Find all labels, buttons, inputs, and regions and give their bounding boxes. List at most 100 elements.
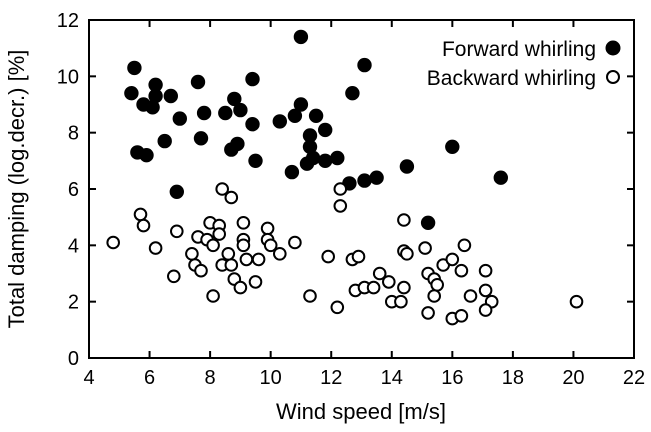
y-axis-title: Total damping (log.decr.) [%] <box>4 50 29 329</box>
forward-whirling-point <box>369 170 384 185</box>
forward-whirling-point <box>318 153 333 169</box>
forward-whirling-point <box>272 114 287 129</box>
x-tick-label: 14 <box>381 367 403 389</box>
forward-whirling-point <box>248 153 263 169</box>
backward-whirling-point <box>239 252 254 267</box>
backward-whirling-point <box>478 303 493 317</box>
backward-whirling-point <box>106 235 120 250</box>
legend-marker-filled-circle <box>605 40 621 56</box>
backward-whirling-point <box>273 247 287 261</box>
backward-whirling-point <box>221 247 236 261</box>
backward-whirling-point <box>430 278 445 292</box>
backward-whirling-point <box>445 252 460 267</box>
backward-whirling-point <box>478 283 493 298</box>
forward-whirling-point <box>445 139 460 155</box>
legend-label: Forward whirling <box>442 38 596 61</box>
backward-whirling-point <box>397 280 411 295</box>
forward-whirling-point <box>172 111 188 126</box>
backward-whirling-point <box>170 224 184 239</box>
backward-whirling-point <box>133 207 148 222</box>
x-tick-label: 6 <box>144 367 155 389</box>
backward-whirling-point <box>421 306 435 320</box>
backward-whirling-point <box>224 258 239 272</box>
backward-whirling-point <box>194 263 208 278</box>
backward-whirling-point <box>366 280 381 295</box>
backward-whirling-point <box>454 263 469 278</box>
backward-whirling-point <box>236 216 251 230</box>
forward-whirling-point <box>148 88 163 104</box>
backward-whirling-point <box>372 266 387 281</box>
y-tick-label: 12 <box>57 10 79 32</box>
forward-whirling-point <box>190 74 206 90</box>
backward-whirling-point <box>167 269 181 284</box>
legend: Forward whirling Backward whirling <box>427 38 621 90</box>
x-tick-label: 10 <box>260 367 282 389</box>
forward-whirling-point <box>293 29 309 45</box>
forward-whirling-point <box>318 122 333 138</box>
backward-whirling-point <box>333 182 348 196</box>
backward-whirling-point <box>251 252 266 267</box>
forward-whirling-point <box>139 148 154 163</box>
backward-whirling-point <box>288 235 302 250</box>
legend-label: Backward whirling <box>427 67 596 90</box>
backward-whirling-point <box>400 247 414 261</box>
forward-whirling-point <box>245 117 260 132</box>
y-tick-label: 8 <box>68 123 79 145</box>
backward-whirling-point <box>427 289 442 303</box>
forward-whirling-point <box>420 215 436 231</box>
backward-whirling-point <box>397 213 411 227</box>
data-points <box>106 29 584 326</box>
backward-whirling-point <box>330 300 345 315</box>
backward-whirling-point <box>236 238 251 253</box>
backward-whirling-point <box>206 289 220 303</box>
backward-whirling-point <box>454 309 469 323</box>
y-tick-label: 6 <box>68 179 79 201</box>
x-tick-label: 18 <box>502 367 524 389</box>
backward-whirling-point <box>457 238 472 253</box>
backward-whirling-point <box>351 249 366 264</box>
forward-whirling-point <box>196 105 212 121</box>
axis-tick-labels: 4 6 8 10 12 14 16 18 20 22 0 2 4 6 8 10 12 <box>57 10 645 389</box>
x-tick-label: 12 <box>320 367 342 389</box>
forward-whirling-point <box>357 173 372 188</box>
backward-whirling-point <box>321 249 336 264</box>
forward-whirling-point <box>227 91 242 107</box>
backward-whirling-point <box>333 199 348 213</box>
backward-whirling-point <box>303 289 317 303</box>
backward-whirling-point <box>136 218 151 233</box>
x-tick-label: 8 <box>205 367 216 389</box>
backward-whirling-point <box>148 241 163 255</box>
backward-whirling-point <box>260 221 275 236</box>
forward-whirling-point <box>163 88 179 104</box>
forward-whirling-point <box>157 133 172 149</box>
backward-whirling-point <box>212 227 226 241</box>
backward-whirling-point <box>248 275 263 289</box>
y-tick-label: 0 <box>68 348 79 370</box>
forward-whirling-point <box>245 71 260 87</box>
forward-whirling-point <box>127 60 142 76</box>
x-tick-label: 16 <box>441 367 463 389</box>
backward-whirling-point <box>206 238 220 253</box>
forward-whirling-point <box>124 86 139 101</box>
backward-whirling-point <box>569 294 584 309</box>
forward-whirling-point <box>230 136 245 152</box>
backward-whirling-point <box>418 241 432 255</box>
forward-whirling-point <box>293 97 309 112</box>
backward-whirling-point <box>394 294 408 309</box>
forward-whirling-point <box>287 108 303 124</box>
axis-ticks <box>88 19 635 359</box>
legend-marker-open-circle <box>606 70 620 84</box>
forward-whirling-point <box>308 108 324 124</box>
backward-whirling-point <box>215 182 229 196</box>
forward-whirling-point <box>169 184 185 200</box>
forward-whirling-point <box>193 131 209 146</box>
forward-whirling-point <box>233 102 248 118</box>
x-tick-label: 4 <box>83 367 94 389</box>
backward-whirling-point <box>224 190 239 205</box>
y-tick-label: 10 <box>57 66 79 88</box>
backward-whirling-point <box>463 289 478 303</box>
backward-whirling-point <box>382 275 396 289</box>
forward-whirling-point <box>284 164 300 180</box>
